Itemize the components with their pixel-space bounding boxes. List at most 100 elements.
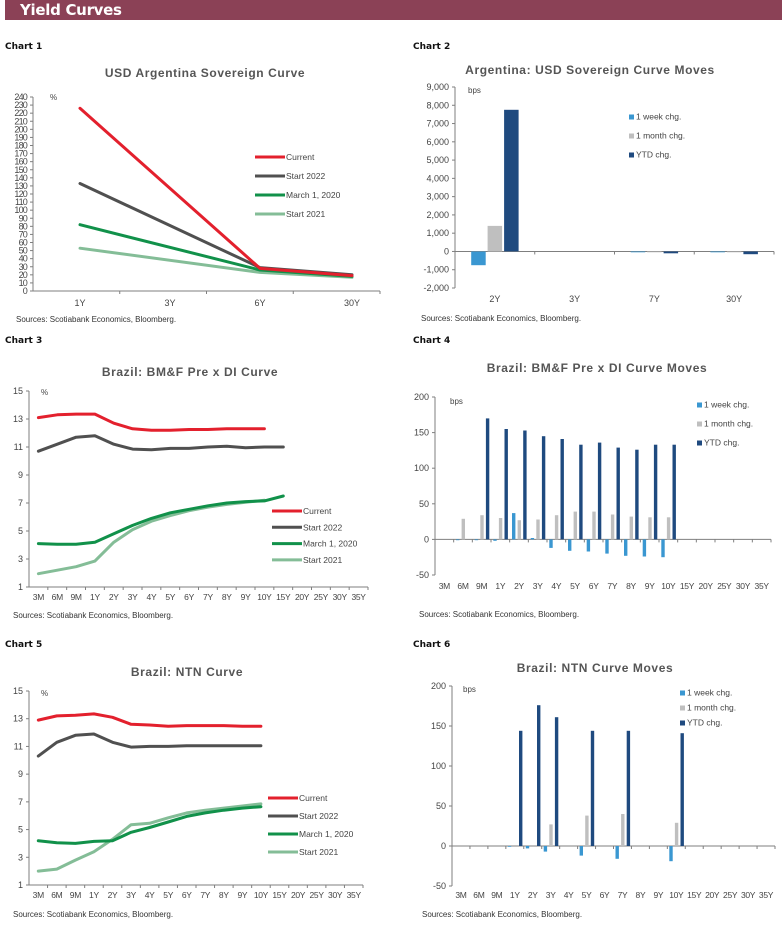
legend-label: Current: [286, 152, 315, 162]
bar-1-month-chg-7Y: [647, 251, 662, 253]
y-tick-label: 3,000: [426, 192, 449, 202]
legend-swatch: [629, 152, 634, 158]
y-tick-label: 2,000: [426, 210, 449, 220]
series-line-current: [78, 106, 354, 278]
x-tick-label: 2Y: [489, 294, 500, 304]
x-tick-label: 30Y: [333, 592, 348, 602]
x-tick-label: 10Y: [257, 592, 272, 602]
chart-3-label: Chart 3: [5, 336, 43, 346]
x-tick-label: 35Y: [759, 890, 774, 900]
y-tick-label: 80: [19, 221, 28, 231]
legend-swatch: [697, 402, 702, 408]
y-tick-label: 160: [14, 157, 27, 167]
source-note: Sources: Scotiabank Economics, Bloomberg…: [422, 910, 582, 919]
bar-1-week-chg-2Y: [512, 513, 516, 540]
chart-2-label: Chart 2: [413, 42, 451, 52]
x-tick-label: 25Y: [717, 581, 732, 591]
legend-label: YTD chg.: [636, 150, 671, 160]
x-tick-label: 1Y: [90, 592, 100, 602]
bar-1-week-chg-7Y: [615, 846, 619, 859]
section-title: Yield Curves: [20, 1, 122, 19]
bar-ytd-chg-10Y: [672, 444, 676, 540]
y-tick-label: -2,000: [423, 283, 449, 293]
bar-ytd-chg-7Y: [626, 730, 631, 846]
y-tick-label: 0: [444, 246, 449, 256]
chart-title: Argentina: USD Sovereign Curve Moves: [465, 63, 715, 77]
legend-swatch: [697, 421, 702, 427]
chart-title: Brazil: NTN Curve: [131, 665, 243, 679]
source-note: Sources: Scotiabank Economics, Bloomberg…: [419, 610, 579, 619]
bar-ytd-chg-7Y: [663, 251, 679, 254]
bar-1-week-chg-7Y: [605, 539, 609, 554]
bar-1-week-chg-10Y: [661, 539, 665, 558]
x-tick-label: 1Y: [510, 890, 520, 900]
y-tick-label: 150: [14, 165, 27, 175]
chart-6: Brazil: NTN Curve Moves bps -50 0 50 100 150 20…: [422, 661, 776, 919]
series-line-current: [36, 412, 266, 432]
bar-1-week-chg-9M: [474, 539, 479, 541]
y-tick-label: 140: [14, 173, 27, 183]
bar-1-week-chg-5Y: [579, 846, 583, 856]
y-tick-label: 50: [436, 801, 446, 811]
y-tick-label: 50: [419, 499, 429, 509]
y-tick-label: 10: [19, 278, 28, 288]
bar-1-month-chg-2Y: [487, 225, 503, 252]
bar-ytd-chg-5Y: [579, 444, 583, 540]
x-tick-label: 7Y: [200, 890, 210, 900]
bar-1-week-chg-3Y: [543, 846, 548, 852]
y-tick-label: 1: [18, 582, 23, 592]
legend-label: YTD chg.: [687, 718, 722, 728]
legend-label: 1 week chg.: [687, 688, 732, 698]
y-tick-label: -1,000: [423, 265, 449, 275]
legend-label: March 1, 2020: [299, 829, 354, 839]
chart-title: Brazil: NTN Curve Moves: [517, 661, 674, 675]
x-tick-label: 3Y: [546, 890, 556, 900]
legend-label: Start 2021: [303, 555, 342, 565]
y-tick-label: 0: [441, 841, 446, 851]
bar-ytd-chg-3Y: [541, 436, 546, 540]
bar-1-week-chg-1Y: [507, 846, 512, 847]
x-tick-label: 5Y: [163, 890, 173, 900]
y-tick-label: 0: [424, 534, 429, 544]
legend-label: Start 2022: [299, 811, 338, 821]
bar-1-month-chg-5Y: [573, 511, 577, 540]
bar-1-week-chg-4Y: [549, 539, 553, 548]
x-tick-label: 25Y: [309, 890, 324, 900]
y-tick-label: 100: [431, 761, 446, 771]
bar-1-month-chg-3Y: [536, 519, 540, 540]
x-tick-label: 20Y: [291, 890, 306, 900]
x-tick-label: 7Y: [607, 581, 617, 591]
bar-ytd-chg-7Y: [616, 447, 620, 540]
y-tick-label: 240: [14, 92, 27, 102]
legend-label: Current: [303, 506, 332, 516]
x-tick-label: 5Y: [582, 890, 592, 900]
x-tick-label: 3M: [455, 890, 466, 900]
x-tick-label: 2Y: [109, 592, 119, 602]
y-unit-label: %: [41, 689, 48, 698]
y-tick-label: 200: [431, 681, 446, 691]
y-tick-label: 1: [18, 880, 23, 890]
bar-1-month-chg-6M: [461, 518, 465, 540]
series-line-start-2022: [36, 434, 285, 453]
y-tick-label: 150: [431, 721, 446, 731]
legend-label: Start 2021: [299, 847, 338, 857]
y-tick-label: 7,000: [426, 119, 449, 129]
x-tick-label: 35Y: [755, 581, 770, 591]
x-tick-label: 4Y: [564, 890, 574, 900]
chart-1-label: Chart 1: [5, 42, 43, 52]
y-unit-label: bps: [450, 397, 463, 406]
bar-1-month-chg-1Y: [498, 518, 503, 540]
x-tick-label: 10Y: [669, 890, 684, 900]
source-note: Sources: Scotiabank Economics, Bloomberg…: [421, 314, 581, 323]
bar-ytd-chg-2Y: [537, 705, 541, 846]
series-line-current: [36, 712, 263, 728]
bar-1-month-chg-30Y: [726, 251, 742, 253]
x-tick-label: 7Y: [203, 592, 213, 602]
source-note: Sources: Scotiabank Economics, Bloomberg…: [16, 315, 176, 324]
bar-ytd-chg-5Y: [590, 730, 595, 846]
x-tick-label: 7Y: [618, 890, 628, 900]
y-tick-label: 0: [23, 286, 28, 296]
x-tick-label: 6Y: [600, 890, 610, 900]
y-tick-label: 13: [13, 714, 23, 724]
section-header-bar: Yield Curves: [5, 0, 782, 20]
